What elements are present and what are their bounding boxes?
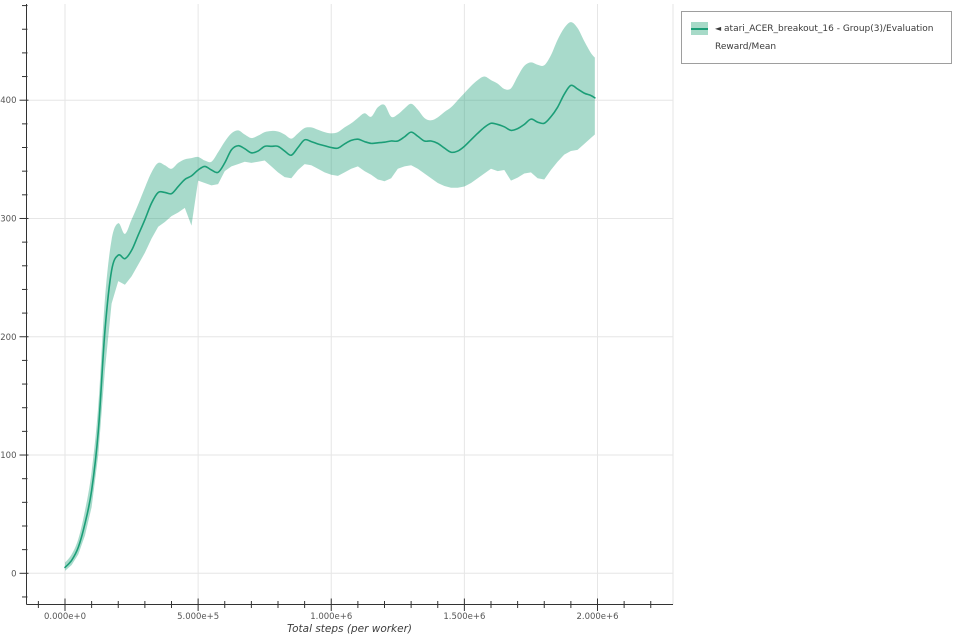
y-tick-label: 100 <box>0 451 16 461</box>
legend-label-text: atari_ACER_breakout_16 - Group(3)/Evalua… <box>715 24 934 52</box>
confidence-band <box>65 22 595 571</box>
legend-label: ◄ atari_ACER_breakout_16 - Group(3)/Eval… <box>715 20 942 56</box>
legend-swatch-line <box>691 27 708 30</box>
legend-swatch-icon <box>691 22 708 35</box>
mean-line <box>64 84 596 569</box>
x-tick-label: 5.000e+5 <box>177 612 219 622</box>
x-axis-title: Total steps (per worker) <box>286 623 413 635</box>
legend: ◄ atari_ACER_breakout_16 - Group(3)/Eval… <box>681 11 952 64</box>
y-tick-label: 400 <box>0 96 16 106</box>
y-tick-label: 0 <box>11 569 16 579</box>
legend-marker-icon: ◄ <box>715 24 722 33</box>
y-tick-label: 200 <box>0 333 16 343</box>
x-tick-label: 1.500e+6 <box>443 612 485 622</box>
legend-item[interactable]: ◄ atari_ACER_breakout_16 - Group(3)/Eval… <box>691 20 942 56</box>
x-tick-label: 1.000e+6 <box>310 612 352 622</box>
y-tick-label: 300 <box>0 214 16 224</box>
x-tick-label: 2.000e+6 <box>576 612 618 622</box>
x-tick-label: 0.000e+0 <box>44 612 86 622</box>
